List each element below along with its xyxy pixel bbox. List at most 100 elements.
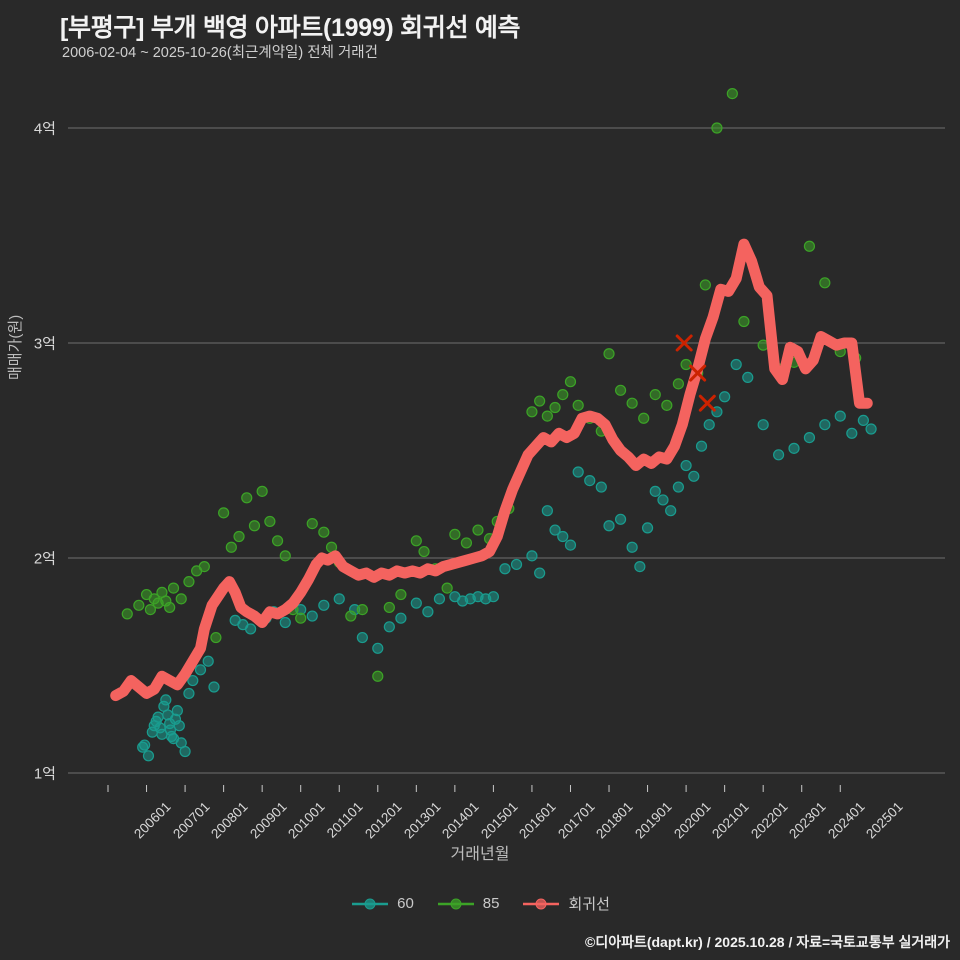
data-point[interactable] [603, 348, 615, 360]
data-point[interactable] [726, 87, 738, 100]
data-point[interactable] [834, 410, 846, 422]
data-point[interactable] [680, 358, 692, 371]
data-point[interactable] [187, 674, 199, 687]
data-point[interactable] [202, 655, 214, 667]
data-point[interactable] [688, 470, 700, 482]
data-point[interactable] [649, 485, 661, 497]
data-point[interactable] [372, 670, 384, 682]
data-point[interactable] [383, 601, 395, 614]
data-point[interactable] [256, 485, 268, 497]
data-point[interactable] [819, 277, 831, 289]
data-point[interactable] [487, 591, 499, 603]
data-point[interactable] [672, 378, 684, 390]
data-point[interactable] [788, 442, 800, 454]
data-point[interactable] [306, 610, 318, 622]
data-point[interactable] [144, 603, 156, 616]
data-point[interactable] [208, 681, 220, 693]
data-point[interactable] [422, 606, 434, 618]
data-point[interactable] [410, 597, 422, 609]
data-point[interactable] [564, 539, 577, 551]
data-point[interactable] [139, 739, 151, 751]
data-point[interactable] [572, 399, 584, 411]
data-point[interactable] [638, 412, 650, 424]
data-point[interactable] [665, 505, 677, 517]
data-point[interactable] [345, 610, 357, 622]
data-point[interactable] [248, 520, 261, 532]
cancelled-marker[interactable] [675, 334, 693, 352]
data-point[interactable] [803, 432, 816, 444]
data-point[interactable] [160, 694, 172, 706]
legend-item-60[interactable]: 60 [350, 895, 414, 912]
data-point[interactable] [171, 705, 183, 717]
data-point[interactable] [179, 745, 191, 758]
data-point[interactable] [218, 507, 230, 519]
data-point[interactable] [711, 122, 723, 134]
cancelled-marker[interactable] [689, 364, 707, 382]
data-point[interactable] [173, 720, 185, 732]
legend-item-회귀선[interactable]: 회귀선 [521, 893, 610, 914]
data-point[interactable] [595, 481, 607, 493]
data-point[interactable] [641, 522, 654, 534]
data-point[interactable] [333, 593, 345, 605]
data-point[interactable] [318, 599, 330, 611]
data-point[interactable] [271, 535, 284, 547]
data-point[interactable] [142, 750, 155, 762]
data-point[interactable] [198, 560, 210, 573]
cancelled-marker[interactable] [698, 394, 716, 412]
data-point[interactable] [719, 391, 731, 403]
data-point[interactable] [245, 623, 257, 635]
data-point[interactable] [657, 494, 669, 506]
data-point[interactable] [526, 550, 538, 562]
data-point[interactable] [549, 524, 561, 536]
data-point[interactable] [510, 558, 523, 571]
data-point[interactable] [772, 449, 785, 461]
data-point[interactable] [318, 526, 330, 538]
data-point[interactable] [233, 530, 245, 543]
data-point[interactable] [152, 711, 164, 723]
data-point[interactable] [526, 406, 538, 418]
data-point[interactable] [672, 481, 684, 493]
data-point[interactable] [557, 530, 569, 543]
data-point[interactable] [499, 563, 511, 575]
data-point[interactable] [264, 515, 276, 528]
data-point[interactable] [472, 524, 484, 536]
data-point[interactable] [410, 535, 422, 547]
data-point[interactable] [626, 541, 638, 553]
data-point[interactable] [167, 582, 180, 594]
data-point[interactable] [730, 358, 742, 371]
data-point[interactable] [534, 567, 546, 579]
data-point[interactable] [210, 631, 222, 644]
data-point[interactable] [614, 384, 627, 396]
data-point[interactable] [295, 612, 307, 624]
data-point[interactable] [865, 423, 877, 435]
data-point[interactable] [803, 240, 816, 252]
data-point[interactable] [534, 395, 546, 407]
data-point[interactable] [175, 593, 187, 605]
data-point[interactable] [757, 419, 769, 431]
data-point[interactable] [857, 414, 869, 426]
data-point[interactable] [183, 687, 195, 700]
data-point[interactable] [603, 520, 615, 532]
data-point[interactable] [649, 389, 661, 401]
data-point[interactable] [121, 608, 133, 620]
data-point[interactable] [572, 466, 584, 478]
data-point[interactable] [383, 621, 395, 633]
data-point[interactable] [460, 537, 473, 549]
data-point[interactable] [738, 315, 750, 328]
data-point[interactable] [306, 517, 318, 530]
data-point[interactable] [356, 631, 368, 644]
data-point[interactable] [742, 371, 754, 383]
data-point[interactable] [564, 376, 577, 388]
data-point[interactable] [225, 541, 237, 553]
data-point[interactable] [418, 545, 430, 558]
legend-item-85[interactable]: 85 [436, 895, 499, 912]
data-point[interactable] [846, 427, 858, 439]
data-point[interactable] [584, 475, 596, 487]
data-point[interactable] [626, 397, 638, 409]
data-point[interactable] [699, 279, 711, 291]
data-point[interactable] [279, 550, 291, 562]
data-point[interactable] [183, 576, 195, 588]
data-point[interactable] [164, 601, 176, 614]
data-point[interactable] [433, 593, 446, 605]
data-point[interactable] [614, 513, 627, 525]
